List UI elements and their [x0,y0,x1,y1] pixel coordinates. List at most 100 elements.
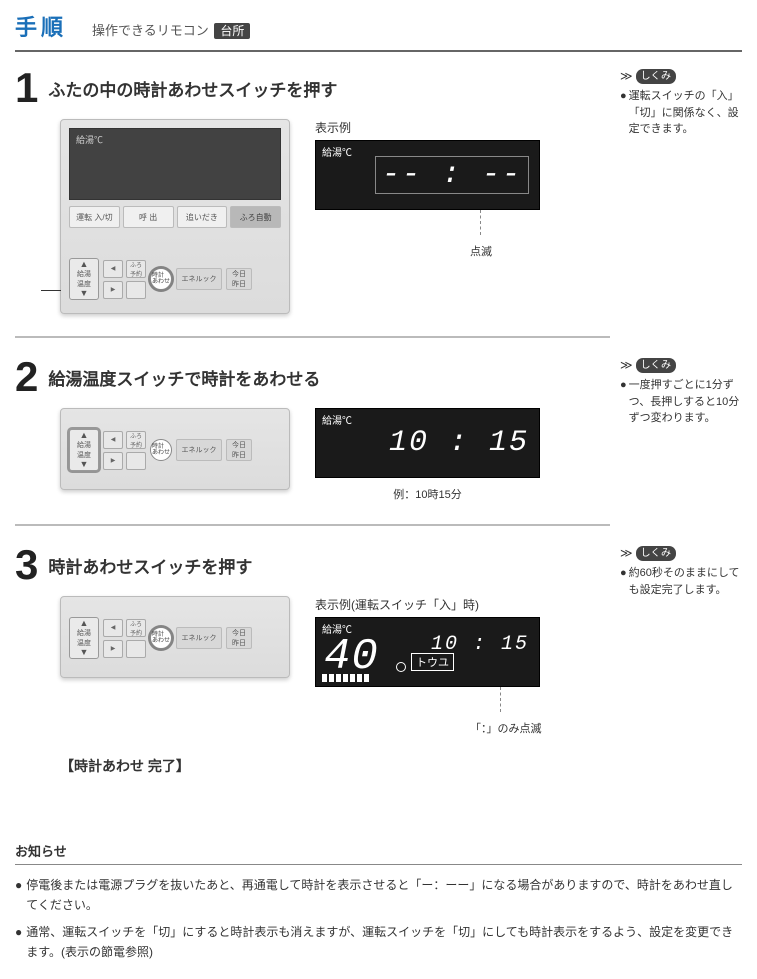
bath-reserve-button[interactable]: ふろ 予約 [126,260,146,278]
call-button[interactable]: 呼 出 [123,206,174,228]
page-header: 手順 操作できるリモコン 台所 [15,10,742,52]
notes-list: ● 停電後または電源プラグを抜いたあと、再通電して時計を表示させると「ー：ーー」… [15,875,742,963]
step-1-main: 1 ふたの中の時計あわせスイッチを押す 給湯℃ 運転 入/切 呼 出 追いだき … [15,67,610,338]
side-tag-3: しくみ [636,546,676,561]
lcd-clock-time: 10 : 15 [389,426,529,460]
triangle-down-icon: ▼ [80,460,89,469]
tiny-group-2: ◀ ▶ ふろ 予約 [103,431,146,470]
clock-set-button-3[interactable]: 時計 あわせ [150,627,172,649]
lcd-display-2: 給湯℃ 10 : 15 [315,408,540,478]
remote-lcd-label: 給湯℃ [76,133,103,146]
display-example-1: 表示例 給湯℃ -- : -- 点滅 [315,119,540,314]
double-arrow-icon: ≫ [620,67,630,85]
side-text-2: ● 一度押すごとに1分ずつ、長押しすると10分ずつ変わります。 [620,377,742,427]
side-text-content-3: 約60秒そのままにしても設定完了します。 [629,565,742,598]
double-arrow-icon: ≫ [620,356,630,374]
enelook-button-2[interactable]: エネルック [176,439,222,461]
temp-up-down-button-3[interactable]: ▲ 給湯 温度 ▼ [69,617,99,659]
side-head-3: ≫ しくみ [620,544,742,562]
step-2-side: ≫ しくみ ● 一度押すごとに1分ずつ、長押しすると10分ずつ変わります。 [620,356,742,526]
step-1: 1 ふたの中の時計あわせスイッチを押す 給湯℃ 運転 入/切 呼 出 追いだき … [15,67,742,338]
pointer-line [41,290,61,291]
remote-lcd: 給湯℃ [69,128,281,200]
remote-control-bottom-3: ▲ 給湯 温度 ▼ ◀ ▶ ふろ 予約 時計 あ [60,596,290,678]
double-arrow-icon: ≫ [620,544,630,562]
step-1-title: ふたの中の時計あわせスイッチを押す [48,76,337,101]
step-2-title: 給湯温度スイッチで時計をあわせる [48,365,320,390]
triangle-up-icon: ▲ [80,260,89,269]
temp-up-down-button-2[interactable]: ▲ 給湯 温度 ▼ [69,429,99,471]
location-badge: 台所 [214,23,250,39]
step-3-number: 3 [15,544,38,586]
leader-line [480,210,481,235]
step-3-main: 3 時計あわせスイッチを押す ▲ 給湯 温度 ▼ ◀ ▶ [15,544,610,823]
side-text-1: ● 運転スイッチの「入」「切」に関係なく、設定できます。 [620,88,742,138]
arrow-btn-label-2: 給湯 温度 [77,440,91,460]
note-item-1: ● 停電後または電源プラグを抜いたあと、再通電して時計を表示させると「ー：ーー」… [15,875,742,916]
today-yesterday-button-2[interactable]: 今日 昨日 [226,439,252,461]
enelook-button-3[interactable]: エネルック [176,627,222,649]
right-arrow-button[interactable]: ▶ [103,640,123,658]
lcd-clock-blank: -- : -- [375,156,529,194]
step-1-number: 1 [15,67,38,109]
left-arrow-button[interactable]: ◀ [103,619,123,637]
power-button[interactable]: 運転 入/切 [69,206,120,228]
step-1-body: 給湯℃ 運転 入/切 呼 出 追いだき ふろ自動 ▲ 給湯 温度 ▼ [15,119,610,314]
clock-set-button-2[interactable]: 時計 あわせ [150,439,172,461]
header-subtitle: 操作できるリモコン [92,23,209,38]
remote-button-row: 運転 入/切 呼 出 追いだき ふろ自動 [69,206,281,228]
bullet-icon: ● [620,88,627,138]
triangle-up-icon: ▲ [80,431,89,440]
display-label-3: 表示例(運転スイッチ「入」時) [315,596,542,613]
step-3: 3 時計あわせスイッチを押す ▲ 給湯 温度 ▼ ◀ ▶ [15,544,742,823]
triangle-down-icon: ▼ [80,648,89,657]
temp-up-down-button[interactable]: ▲ 給湯 温度 ▼ [69,258,99,300]
side-tag-1: しくみ [636,69,676,84]
bath-reserve-button[interactable]: ふろ 予約 [126,619,146,637]
side-head-2: ≫ しくみ [620,356,742,374]
today-yesterday-button[interactable]: 今日 昨日 [226,268,252,290]
step-2-head: 2 給湯温度スイッチで時計をあわせる [15,356,610,398]
remote-bottom-row-3: ▲ 給湯 温度 ▼ ◀ ▶ ふろ 予約 時計 あ [69,612,281,664]
side-tag-2: しくみ [636,358,676,373]
lcd-clock-small: 10 : 15 [431,633,529,656]
note-item-2: ● 通常、運転スイッチを「切」にすると時計表示も消えますが、運転スイッチを「切」… [15,922,742,963]
bullet-icon: ● [620,565,627,598]
small-button[interactable] [126,640,146,658]
right-arrow-button[interactable]: ▶ [103,452,123,470]
left-arrow-button[interactable]: ◀ [103,431,123,449]
step-2-main: 2 給湯温度スイッチで時計をあわせる ▲ 給湯 温度 ▼ ◀ ▶ [15,356,610,526]
side-text-content-1: 運転スイッチの「入」「切」に関係なく、設定できます。 [629,88,742,138]
bath-reserve-button[interactable]: ふろ 予約 [126,431,146,449]
right-arrow-button[interactable]: ▶ [103,281,123,299]
small-button[interactable] [126,452,146,470]
small-button[interactable] [126,281,146,299]
step-3-body: ▲ 給湯 温度 ▼ ◀ ▶ ふろ 予約 時計 あ [15,596,610,736]
enelook-button[interactable]: エネルック [176,268,222,290]
remote-bottom-row: ▲ 給湯 温度 ▼ ◀ ▶ ふろ 予約 時計 あ [69,253,281,305]
step-2-body: ▲ 給湯 温度 ▼ ◀ ▶ ふろ 予約 時計 あ [15,408,610,502]
notes-section: お知らせ ● 停電後または電源プラグを抜いたあと、再通電して時計を表示させると「… [15,841,742,963]
auto-bath-button[interactable]: ふろ自動 [230,206,281,228]
lcd-label-2: 給湯℃ [322,412,352,427]
step-3-title: 時計あわせスイッチを押す [48,553,252,578]
today-yesterday-button-3[interactable]: 今日 昨日 [226,627,252,649]
display-example-3: 表示例(運転スイッチ「入」時) 給湯℃ 40 トウユ 10 : 15 「：」のみ… [315,596,542,736]
bullet-icon: ● [15,875,22,916]
time-caption: 例：10時15分 [315,486,540,502]
clock-set-button[interactable]: 時計 あわせ [150,268,172,290]
arrow-btn-label: 給湯 温度 [77,269,91,289]
lcd-level-bar [322,674,533,682]
triangle-down-icon: ▼ [80,289,89,298]
colon-blink-caption: 「：」のみ点滅 [470,720,542,736]
header-subtitle-wrap: 操作できるリモコン 台所 [92,20,250,39]
note-text-2: 通常、運転スイッチを「切」にすると時計表示も消えますが、運転スイッチを「切」にし… [26,922,742,963]
lcd-display-1: 給湯℃ -- : -- [315,140,540,210]
lcd-label: 給湯℃ [322,144,352,159]
step-3-head: 3 時計あわせスイッチを押す [15,544,610,586]
left-arrow-button[interactable]: ◀ [103,260,123,278]
bullet-icon: ● [15,922,22,963]
reheat-button[interactable]: 追いだき [177,206,228,228]
step-1-head: 1 ふたの中の時計あわせスイッチを押す [15,67,610,109]
side-text-content-2: 一度押すごとに1分ずつ、長押しすると10分ずつ変わります。 [629,377,742,427]
